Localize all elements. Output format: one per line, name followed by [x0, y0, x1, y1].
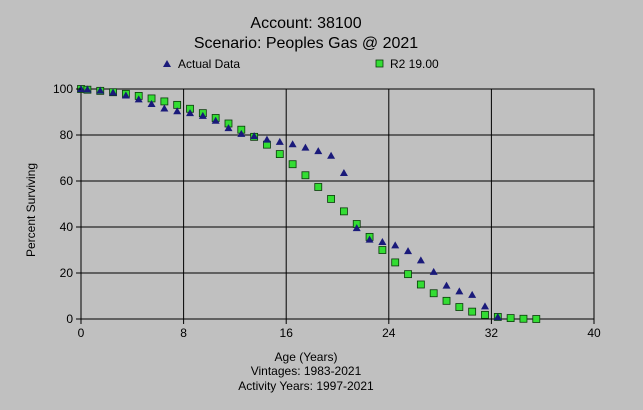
y-tick-label: 20 — [60, 266, 74, 280]
actual-data-point — [493, 313, 502, 321]
y-tick-label: 100 — [53, 82, 73, 96]
x-tick-label: 40 — [587, 326, 601, 340]
x-tick-label: 0 — [78, 326, 85, 340]
r2-point — [468, 307, 477, 316]
actual-data-point — [301, 143, 310, 151]
actual-data-point — [211, 116, 220, 124]
r2-point — [327, 195, 335, 203]
actual-data-point — [429, 267, 438, 275]
r2-point — [481, 310, 489, 319]
actual-data-point — [339, 168, 348, 176]
r2-point — [442, 296, 451, 305]
y-tick-label: 60 — [60, 174, 74, 188]
r2-point — [506, 314, 515, 322]
actual-data-point — [186, 109, 195, 117]
actual-data-point — [468, 290, 477, 298]
r2-point — [429, 289, 438, 298]
r2-point — [301, 171, 310, 180]
actual-data-point — [365, 235, 374, 243]
y-tick-label: 0 — [66, 312, 73, 326]
actual-data-point — [404, 247, 413, 255]
r2-point — [519, 314, 528, 323]
legend: Actual Data R2 19.00 — [163, 57, 439, 71]
y-axis-label: Percent Surviving — [24, 163, 38, 257]
chart-note: Activity Years: 1997-2021 — [238, 379, 374, 393]
x-axis-label: Age (Years) — [275, 350, 338, 364]
actual-data-point — [455, 287, 464, 295]
legend-label-actual-data: Actual Data — [178, 57, 240, 71]
chart-title-line: Scenario: Peoples Gas @ 2021 — [194, 35, 418, 52]
r2-point — [340, 207, 348, 216]
actual-data-point — [391, 241, 400, 249]
actual-data-point — [173, 107, 182, 115]
actual-data-point — [121, 91, 130, 99]
actual-data-point — [416, 256, 425, 264]
actual-data-point — [352, 224, 361, 232]
x-tick-label: 24 — [382, 326, 396, 340]
actual-data-point — [442, 281, 451, 289]
r2-point — [160, 97, 169, 106]
actual-data-point — [83, 85, 92, 93]
actual-data-point — [480, 302, 489, 310]
legend-marker-r2 — [375, 59, 384, 68]
chart-titles: Account: 38100 Scenario: Peoples Gas @ 20… — [194, 15, 418, 52]
r2-point — [455, 303, 464, 311]
actual-data-point — [160, 104, 169, 112]
actual-data-point — [147, 99, 156, 107]
r2-point — [288, 160, 297, 169]
x-tick-label: 16 — [280, 326, 294, 340]
r2-point — [404, 270, 412, 279]
r2-point — [391, 258, 400, 267]
legend-label-r2: R2 19.00 — [390, 57, 439, 71]
chart-note: Vintages: 1983-2021 — [251, 364, 362, 378]
r2-point — [275, 150, 284, 158]
actual-data-point — [378, 237, 387, 245]
actual-data-point — [288, 140, 297, 148]
axis-labels: 0 8 16 24 32 40 0 20 40 60 80 100 Age (Years) Percent… — [24, 82, 601, 393]
actual-data-point — [237, 129, 246, 137]
x-tick-label: 32 — [485, 326, 499, 340]
actual-data-point — [250, 132, 259, 140]
actual-data-point — [198, 111, 207, 119]
actual-data-point — [275, 137, 284, 145]
plot-area — [77, 85, 595, 323]
actual-data-point — [134, 95, 143, 103]
legend-marker-actual-data — [163, 60, 171, 67]
r2-point — [378, 246, 387, 254]
actual-data-point — [314, 147, 323, 155]
y-tick-label: 40 — [60, 220, 74, 234]
actual-data-point — [262, 135, 271, 143]
r2-point — [416, 280, 425, 289]
plot-frame — [80, 88, 595, 320]
r2-point — [314, 183, 323, 191]
chart-title-line: Account: 38100 — [250, 15, 361, 32]
actual-data-point — [224, 124, 233, 132]
x-tick-label: 8 — [180, 326, 187, 340]
y-tick-label: 80 — [60, 128, 74, 142]
actual-data-point — [327, 151, 336, 159]
actual-data-point — [96, 86, 105, 94]
actual-data-point — [109, 88, 118, 96]
r2-point — [532, 315, 541, 323]
